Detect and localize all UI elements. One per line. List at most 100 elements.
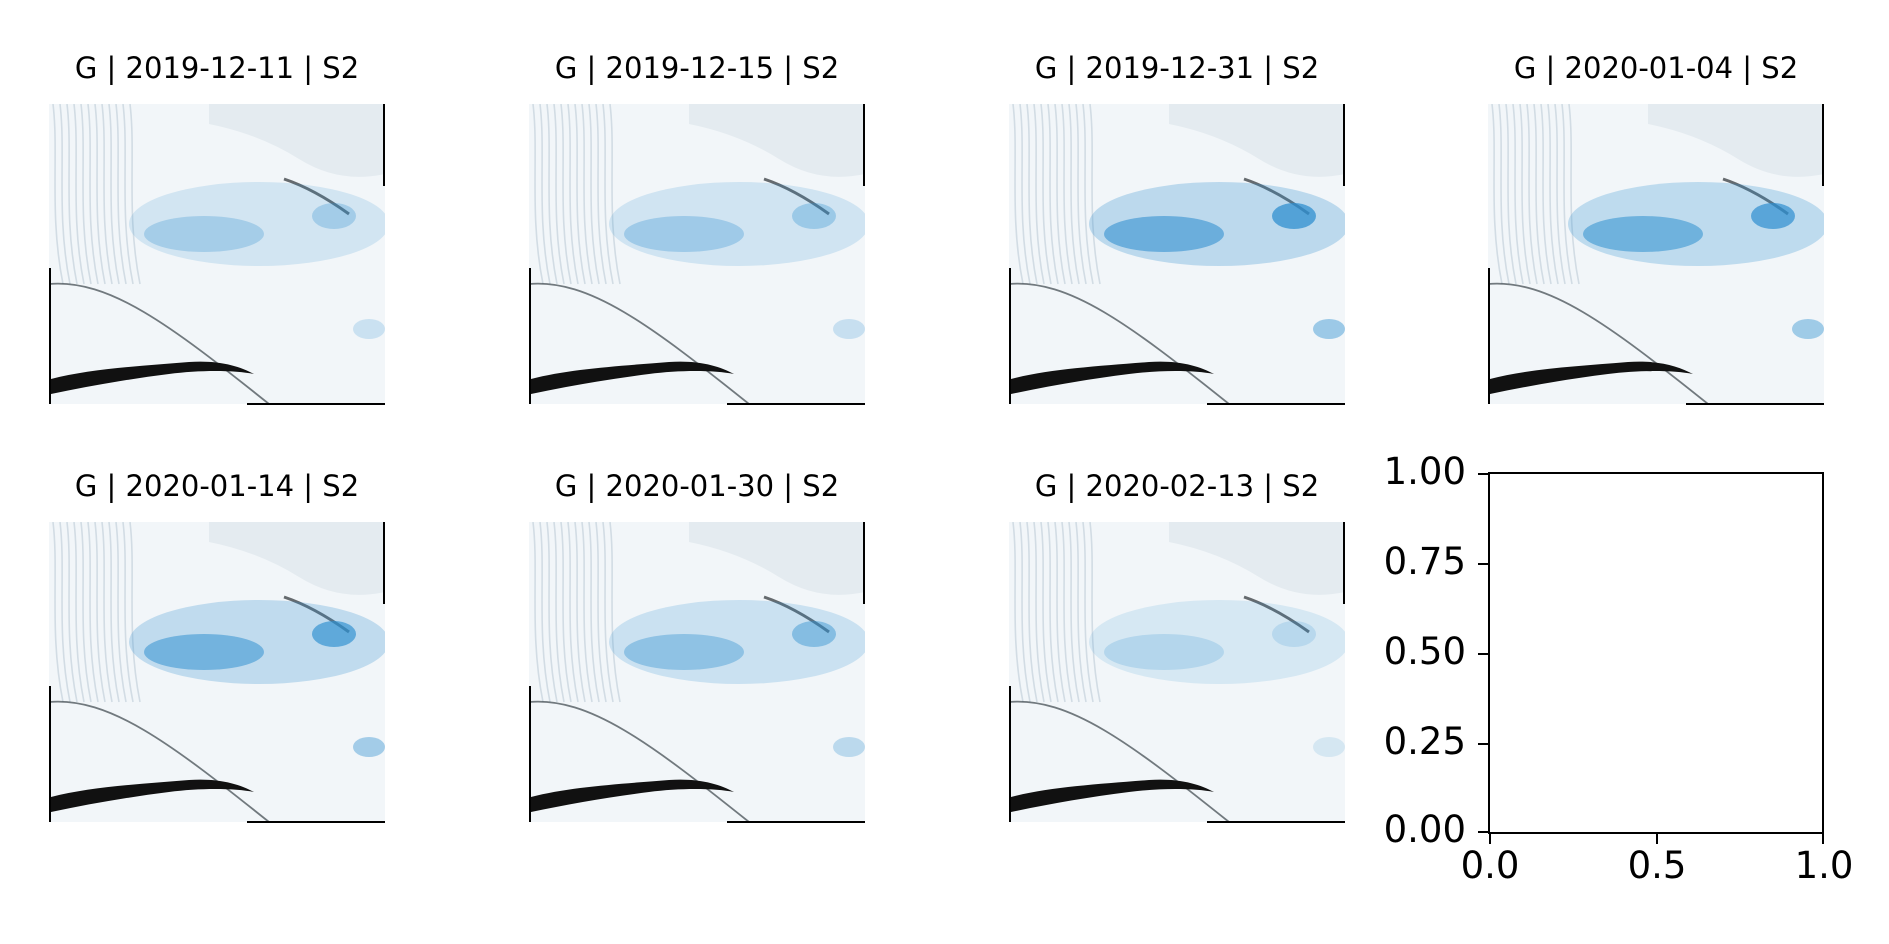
panel-title: G | 2019-12-31 | S2 <box>1034 51 1320 85</box>
axis-spine-left <box>1009 686 1011 822</box>
crevasse-line <box>73 522 85 703</box>
crevasse-line <box>1054 522 1066 703</box>
melt-lake <box>833 319 865 339</box>
crevasse-line <box>1547 104 1559 285</box>
axis-spine-right <box>863 104 865 186</box>
melt-lake <box>1792 319 1824 339</box>
satellite-image <box>1009 522 1345 822</box>
ridge-shadow <box>763 595 830 634</box>
ridge-shape <box>1648 104 1824 177</box>
image-panel-1: G | 2019-12-11 | S2 <box>49 51 385 405</box>
rift-crack <box>531 361 734 394</box>
axis-spine-right <box>1343 104 1345 186</box>
axis-spine-right <box>863 522 865 604</box>
axis-spine-left <box>529 686 531 822</box>
ridge-shadow <box>763 177 830 216</box>
y-tick-label: 0.50 <box>1383 630 1466 673</box>
crevasse-line <box>52 522 64 703</box>
crevasse-line <box>574 104 586 285</box>
panel-title: G | 2020-01-14 | S2 <box>74 469 360 503</box>
crevasse-line <box>532 104 544 285</box>
crevasse-line <box>122 522 134 703</box>
crevasse-line <box>1519 104 1531 285</box>
crevasse-line <box>560 522 572 703</box>
crevasse-line <box>1019 104 1031 285</box>
melt-lake-band <box>609 182 865 266</box>
crevasse-line <box>52 104 64 285</box>
crevasse-line <box>1040 522 1052 703</box>
melt-lake <box>1751 203 1795 229</box>
x-tick-label: 0.5 <box>1627 844 1687 887</box>
axis-spine-bottom <box>247 821 385 823</box>
panel-title: G | 2019-12-15 | S2 <box>554 51 840 85</box>
crevasse-line <box>1498 104 1510 285</box>
image-panel-7: G | 2020-02-13 | S2 <box>1009 469 1345 823</box>
crevasse-line <box>581 522 593 703</box>
image-panel-2: G | 2019-12-15 | S2 <box>529 51 865 405</box>
shear-line <box>1009 700 1230 822</box>
panel-title: G | 2020-01-04 | S2 <box>1513 51 1799 85</box>
rift-crack <box>1011 361 1214 394</box>
crevasse-line <box>115 522 127 703</box>
crevasse-line <box>539 104 551 285</box>
crevasse-line <box>1012 522 1024 703</box>
crevasse-line <box>588 522 600 703</box>
crevasse-line <box>87 104 99 285</box>
crevasse-line <box>588 104 600 285</box>
axis-spine-bottom <box>727 403 865 405</box>
melt-lake <box>833 737 865 757</box>
axis-spine-bottom <box>1207 821 1345 823</box>
melt-lake <box>1272 203 1316 229</box>
melt-lake <box>1104 634 1224 670</box>
crevasse-line <box>595 522 607 703</box>
y-tick-label: 0.25 <box>1383 720 1466 763</box>
crevasse-line <box>1061 104 1073 285</box>
ridge-shadow <box>283 177 350 216</box>
crevasse-line <box>581 104 593 285</box>
crevasse-line <box>80 104 92 285</box>
panel-title: G | 2020-01-30 | S2 <box>554 469 840 503</box>
melt-lake <box>1313 737 1345 757</box>
x-tick-label: 0.0 <box>1460 844 1520 887</box>
crevasse-line <box>553 104 565 285</box>
crevasse-line <box>94 104 106 285</box>
melt-lake <box>312 203 356 229</box>
crevasse-line <box>101 104 113 285</box>
image-panel-5: G | 2020-01-14 | S2 <box>49 469 385 823</box>
melt-lake-band <box>609 600 865 684</box>
crevasse-line <box>567 522 579 703</box>
melt-lake <box>792 621 836 647</box>
crevasse-line <box>59 522 71 703</box>
rift-crack <box>51 361 254 394</box>
ridge-shape <box>209 522 385 595</box>
ridge-shape <box>689 104 865 177</box>
x-tick <box>1489 834 1491 844</box>
panel-title: G | 2019-12-11 | S2 <box>74 51 360 85</box>
axis-spine-right <box>1822 104 1824 186</box>
crevasse-line <box>1082 522 1094 703</box>
melt-lake <box>144 634 264 670</box>
crevasse-line <box>66 522 78 703</box>
crevasse-line <box>1054 104 1066 285</box>
crevasse-line <box>1026 104 1038 285</box>
crevasse-line <box>1533 104 1545 285</box>
shear-line <box>1488 282 1709 404</box>
melt-lake <box>792 203 836 229</box>
satellite-image <box>1488 104 1824 404</box>
crevasse-line <box>80 522 92 703</box>
crevasse-line <box>1075 104 1087 285</box>
axis-spine-bottom <box>1686 403 1824 405</box>
x-tick-label: 1.0 <box>1794 844 1854 887</box>
axis-spine-left <box>1009 268 1011 404</box>
y-tick-label: 0.75 <box>1383 540 1466 583</box>
image-panel-4: G | 2020-01-04 | S2 <box>1488 51 1824 405</box>
shear-line <box>49 282 270 404</box>
melt-lake <box>1313 319 1345 339</box>
rift-crack <box>1011 779 1214 812</box>
crevasse-line <box>1047 522 1059 703</box>
panel-title: G | 2020-02-13 | S2 <box>1034 469 1320 503</box>
shear-line <box>529 700 750 822</box>
melt-lake <box>1104 216 1224 252</box>
satellite-image <box>529 522 865 822</box>
x-tick <box>1822 834 1824 844</box>
